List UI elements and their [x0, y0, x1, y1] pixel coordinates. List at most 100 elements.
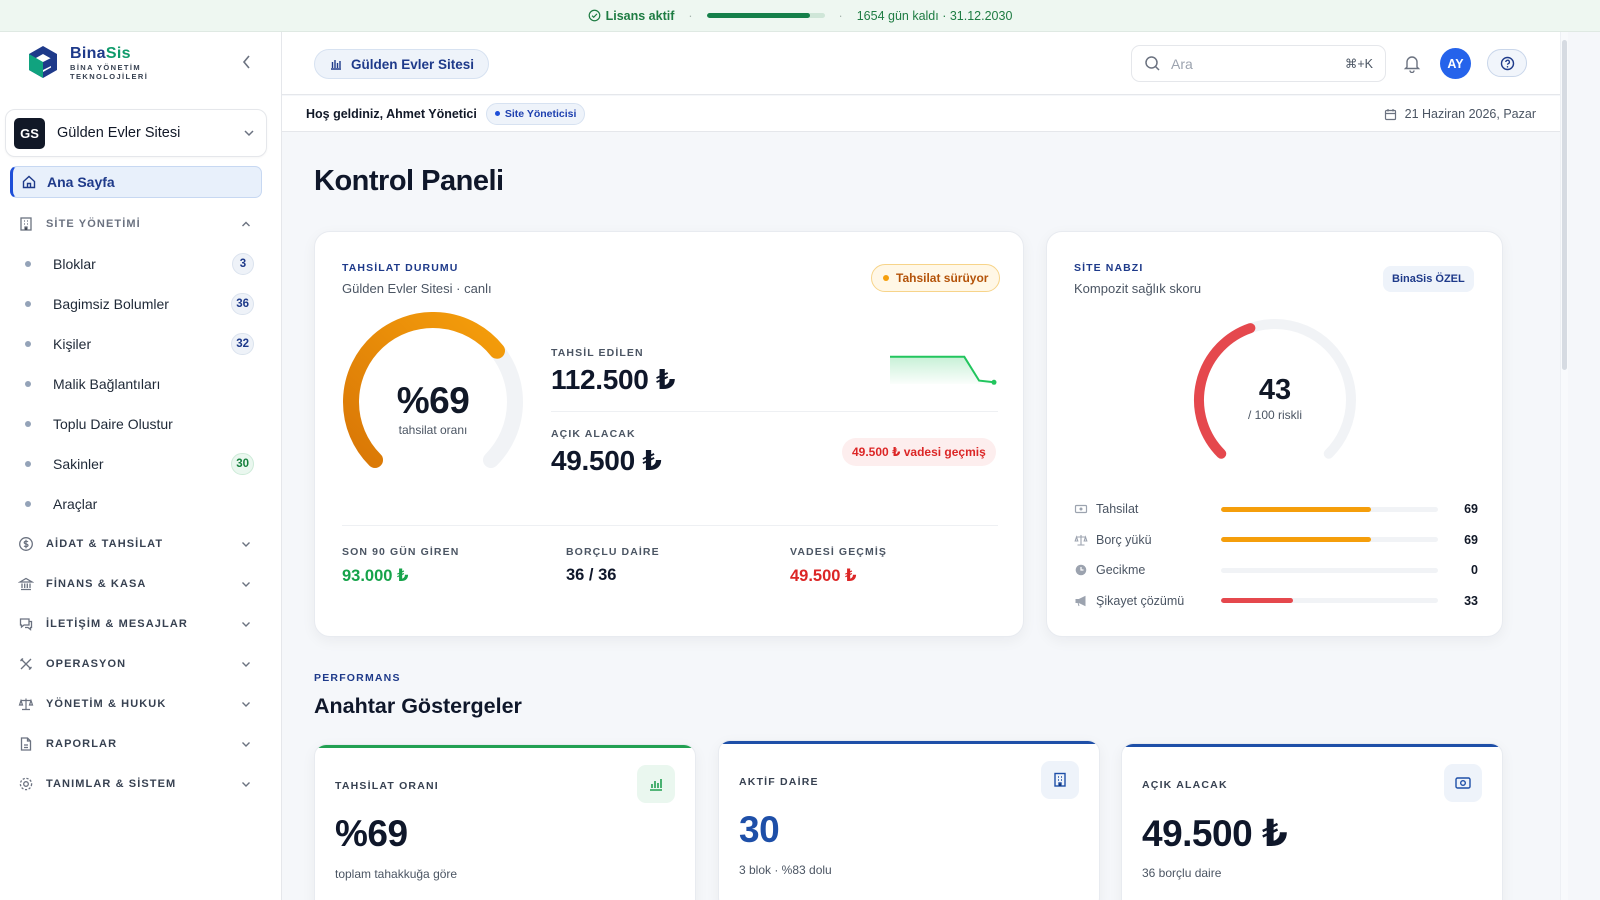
home-icon [22, 175, 36, 189]
kpi-subtext: toplam tahakkuğa göre [335, 867, 458, 881]
collapse-sidebar-button[interactable] [238, 53, 256, 71]
sidebar-subitem[interactable]: Malik Bağlantıları [0, 364, 282, 404]
stat-label: SON 90 GÜN GİREN [342, 546, 460, 558]
collection-stat: BORÇLU DAİRE 36 / 36 [566, 546, 660, 585]
search-icon [1145, 56, 1160, 71]
chevron-down-icon [242, 582, 250, 587]
sidebar-section[interactable]: RAPORLAR [0, 724, 282, 764]
sidebar-subitem[interactable]: Bloklar 3 [0, 244, 282, 284]
sidebar-section-site[interactable]: SİTE YÖNETİMİ [0, 204, 282, 244]
collection-status-pill: Tahsilat sürüyor [871, 264, 1001, 292]
site-context-label: Gülden Evler Sitesi [351, 56, 475, 72]
sidebar-item-home[interactable]: Ana Sayfa [10, 166, 262, 198]
collected-metric: TAHSİL EDİLEN 112.500 ₺ [551, 347, 676, 396]
open-receivable-value: 49.500 ₺ [551, 445, 662, 476]
current-date-text: 21 Haziran 2026, Pazar [1404, 107, 1536, 121]
bullet-dot [25, 301, 31, 307]
health-metric-label: Şikayet çözümü [1096, 593, 1185, 608]
separator-dot: · [838, 8, 843, 23]
card-label: SİTE NABZI [1074, 262, 1144, 274]
kpi-accent-line [719, 741, 1099, 744]
sidebar-section-label: OPERASYON [46, 658, 127, 670]
kpi-label: AKTİF DAİRE [739, 776, 819, 788]
user-avatar[interactable]: AY [1440, 48, 1471, 79]
dollar-icon [19, 537, 33, 551]
search-input[interactable] [1171, 55, 1335, 72]
health-metric-bar [1221, 506, 1438, 512]
collected-value: 112.500 ₺ [551, 364, 676, 395]
brand-logo[interactable]: BinaSis BİNA YÖNETİM TEKNOLOJİLERİ [26, 44, 170, 82]
site-selector-name: Gülden Evler Sitesi [57, 125, 181, 141]
sidebar-section[interactable]: FİNANS & KASA [0, 564, 282, 604]
kpi-card: TAHSİLAT ORANI %69 toplam tahakkuğa göre [314, 744, 696, 900]
sidebar-section-label: RAPORLAR [46, 738, 118, 750]
separator-dot: · [688, 8, 693, 23]
sidebar-section[interactable]: İLETİŞİM & MESAJLAR [0, 604, 282, 644]
sidebar-item-label: Ana Sayfa [47, 174, 115, 190]
chevron-down-icon [242, 542, 250, 547]
sidebar-nav: Ana Sayfa SİTE YÖNETİMİ Bloklar 3 Bagimsiz… [0, 166, 282, 804]
health-metric-label: Borç yükü [1096, 532, 1152, 547]
sidebar-section[interactable]: TANIMLAR & SİSTEM [0, 764, 282, 804]
welcome-greeting: Hoş geldiniz, Ahmet Yönetici [306, 106, 477, 121]
health-metric-bar-fill [1221, 598, 1293, 603]
collected-label: TAHSİL EDİLEN [551, 347, 644, 359]
sidebar-section-label: YÖNETİM & HUKUK [46, 698, 167, 710]
search-box[interactable]: ⌘+K [1131, 45, 1386, 82]
help-button[interactable] [1487, 49, 1527, 77]
sidebar-section-label: SİTE YÖNETİMİ [46, 218, 141, 230]
collection-rate-caption: tahsilat oranı [398, 423, 468, 437]
card-subtitle: Kompozit sağlık skoru [1074, 281, 1202, 296]
chart-building-icon [331, 60, 341, 70]
sidebar-section[interactable]: OPERASYON [0, 644, 282, 684]
chat-icon [19, 618, 33, 631]
sidebar-section[interactable]: AİDAT & TAHSİLAT [0, 524, 282, 564]
collection-rate-gauge [343, 312, 523, 468]
collection-rate: %69 tahsilat oranı [343, 380, 523, 437]
health-metric-bar-fill [1221, 506, 1371, 512]
topbar: Gülden Evler Sitesi ⌘+K AY [282, 32, 1560, 95]
stat-label: VADESİ GEÇMİŞ [790, 546, 887, 558]
bullet-dot [25, 461, 31, 467]
sidebar-subitem-label: Araçlar [53, 496, 98, 512]
sidebar-subitem[interactable]: Sakinler 30 [0, 444, 282, 484]
special-badge: BinaSis ÖZEL [1383, 266, 1474, 292]
sidebar-subitem-label: Toplu Daire Olustur [53, 416, 173, 432]
health-metric-label: Gecikme [1096, 563, 1146, 577]
kpi-label: AÇIK ALACAK [1142, 779, 1228, 791]
open-receivable-metric: AÇIK ALACAK 49.500 ₺ [551, 428, 662, 477]
chevron-down-icon [242, 662, 250, 667]
kpi-subtext: 3 blok · %83 dolu [739, 863, 832, 877]
section-kicker: PERFORMANS [314, 672, 401, 684]
site-selector[interactable]: GS Gülden Evler Sitesi [5, 109, 267, 157]
sidebar-subitem[interactable]: Araçlar [0, 484, 282, 524]
sidebar-section[interactable]: YÖNETİM & HUKUK [0, 684, 282, 724]
divider [342, 525, 998, 526]
welcome-strip: Hoş geldiniz, Ahmet Yönetici Site Yöneti… [282, 96, 1560, 132]
kpi-value: 49.500 ₺ [1142, 813, 1288, 854]
license-progress [706, 13, 825, 18]
notifications-button[interactable] [1402, 53, 1422, 78]
chevron-down-icon [244, 130, 254, 137]
sidebar-section-label: FİNANS & KASA [46, 578, 147, 590]
chevron-down-icon [242, 622, 250, 627]
sidebar-subitem[interactable]: Bagimsiz Bolumler 36 [0, 284, 282, 324]
section-title: Anahtar Göstergeler [314, 694, 522, 718]
sidebar-subitem[interactable]: Toplu Daire Olustur [0, 404, 282, 444]
scrollbar-thumb[interactable] [1562, 40, 1567, 370]
collection-status-card: TAHSİLAT DURUMU Gülden Evler Sitesi · ca… [314, 231, 1024, 637]
binasis-logo-icon [29, 46, 57, 78]
collection-stat: SON 90 GÜN GİREN 93.000 ₺ [342, 546, 459, 586]
collection-sparkline [890, 355, 997, 385]
health-score-caption: / 100 riskli [1247, 408, 1303, 422]
sidebar-subitem[interactable]: Kişiler 32 [0, 324, 282, 364]
bell-icon [1403, 56, 1421, 74]
card-subtitle: Gülden Evler Sitesi · canlı [342, 281, 492, 296]
bullet-dot [25, 421, 31, 427]
clock-icon [1074, 563, 1088, 577]
health-metric-label: Tahsilat [1096, 502, 1139, 516]
scale-icon [18, 698, 34, 711]
site-context-pill[interactable]: Gülden Evler Sitesi [314, 49, 490, 79]
stat-value: 93.000 ₺ [342, 567, 409, 585]
health-metric-value: 0 [1471, 563, 1478, 577]
